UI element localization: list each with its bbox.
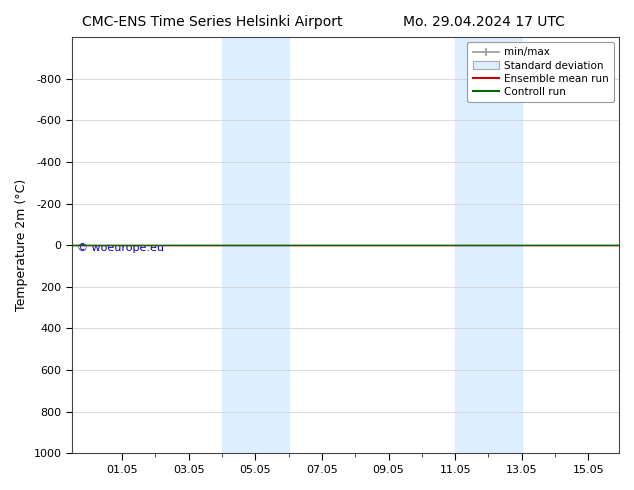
- Text: © woeurope.eu: © woeurope.eu: [77, 243, 164, 253]
- Y-axis label: Temperature 2m (°C): Temperature 2m (°C): [15, 179, 28, 311]
- Bar: [222, 37, 288, 453]
- Legend: min/max, Standard deviation, Ensemble mean run, Controll run: min/max, Standard deviation, Ensemble me…: [467, 42, 614, 102]
- Text: CMC-ENS Time Series Helsinki Airport: CMC-ENS Time Series Helsinki Airport: [82, 15, 343, 29]
- Text: Mo. 29.04.2024 17 UTC: Mo. 29.04.2024 17 UTC: [403, 15, 564, 29]
- Bar: [455, 37, 522, 453]
